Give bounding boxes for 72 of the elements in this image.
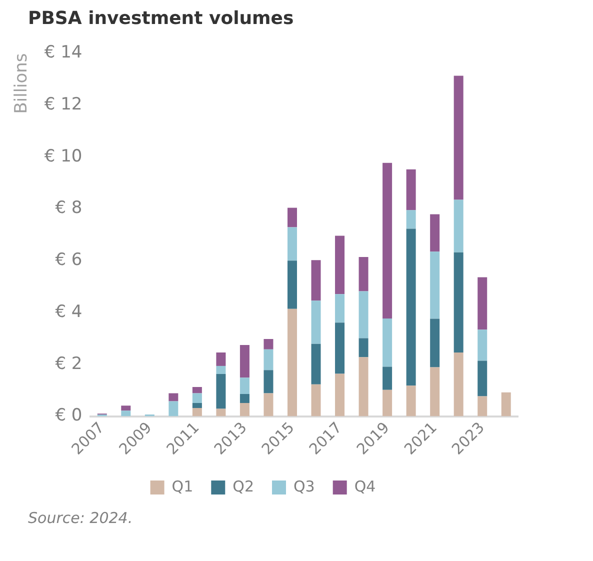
bar (264, 338, 274, 350)
bar (287, 227, 297, 261)
bar (454, 352, 464, 416)
bar (406, 228, 416, 386)
bar (216, 366, 226, 374)
legend-label: Q4 (354, 477, 376, 496)
bar (335, 236, 345, 294)
bar (192, 403, 202, 408)
y-tick-label: € 12 (44, 94, 82, 114)
bar (287, 308, 297, 416)
bar (478, 330, 488, 361)
bar (287, 208, 297, 228)
bar (430, 214, 440, 252)
bar (478, 360, 488, 396)
bar (478, 277, 488, 330)
bar (454, 200, 464, 252)
y-axis-title: Billions (12, 53, 32, 114)
bar (335, 294, 345, 323)
bar (358, 357, 368, 416)
legend-label: Q1 (172, 477, 194, 496)
bar (358, 291, 368, 338)
bar (430, 252, 440, 319)
bar (216, 374, 226, 409)
bar (192, 393, 202, 404)
bar (406, 210, 416, 229)
y-tick-label: € 2 (55, 354, 82, 374)
bar (216, 408, 226, 416)
bar (311, 344, 321, 384)
bar (501, 392, 511, 416)
y-tick-label: € 4 (55, 302, 82, 322)
bar (311, 300, 321, 344)
bar (382, 318, 392, 367)
bar (335, 374, 345, 416)
chart-title: PBSA investment volumes (28, 8, 295, 29)
bar (382, 366, 392, 390)
bar (430, 318, 440, 368)
source-note: Source: 2024. (28, 509, 134, 527)
bar (264, 393, 274, 416)
bar (287, 260, 297, 309)
bar (430, 367, 440, 416)
y-tick-label: € 6 (55, 250, 82, 270)
bar (192, 386, 202, 394)
legend-label: Q2 (232, 477, 254, 496)
bar (168, 401, 178, 416)
bar (216, 352, 226, 366)
y-tick-label: € 0 (55, 406, 82, 426)
bar (192, 408, 202, 416)
bar (382, 162, 392, 319)
bar (168, 393, 178, 402)
bar (358, 257, 368, 292)
bar (311, 384, 321, 416)
bar (454, 76, 464, 200)
bar (264, 370, 274, 394)
bar (406, 169, 416, 210)
legend-label: Q3 (294, 477, 315, 496)
bar (264, 349, 274, 370)
bar (240, 394, 250, 404)
bar (478, 396, 488, 416)
y-tick-label: € 14 (44, 42, 82, 63)
bar (358, 338, 368, 358)
bar (240, 378, 250, 394)
bar (454, 252, 464, 352)
bar (382, 390, 392, 416)
bar (406, 386, 416, 416)
y-tick-label: € 10 (44, 146, 82, 166)
bar (240, 403, 250, 416)
bar (121, 406, 131, 411)
y-tick-label: € 8 (55, 198, 82, 218)
bar (121, 410, 131, 416)
bar (335, 322, 345, 374)
bar (240, 344, 250, 378)
bar (311, 260, 321, 301)
